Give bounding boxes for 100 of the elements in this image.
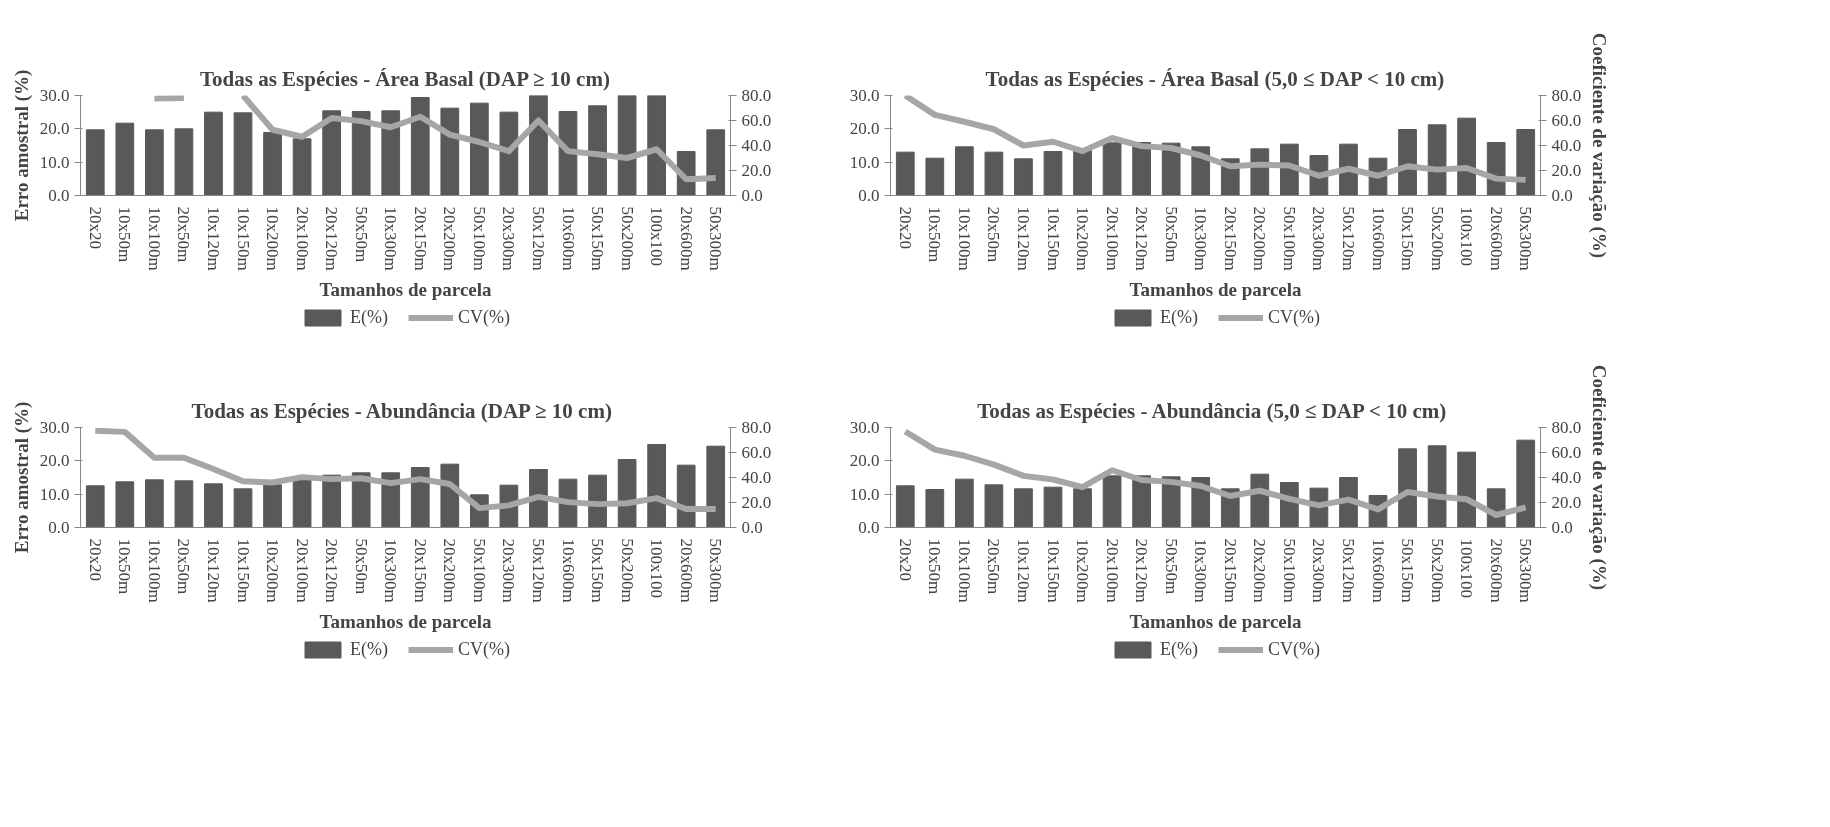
x-tick-label: 20x300m: [1309, 206, 1329, 271]
y-tick-label: 20.0: [849, 119, 880, 139]
x-tick-label: 20x200m: [1250, 206, 1270, 271]
legend-label: CV(%): [1267, 306, 1320, 328]
x-tick-label: 20x100m: [292, 538, 312, 603]
x-tick-label: 20x100m: [1102, 538, 1122, 603]
y-tick-label: 20.0: [849, 451, 880, 471]
x-tick-label: 50x150m: [1398, 206, 1418, 271]
x-tick-label: 20x120m: [322, 538, 342, 603]
y2-axis-title: Coeficiente de variação (%): [1588, 32, 1611, 259]
y-tick-label: 20.0: [39, 119, 70, 139]
y-tick-label: 10.0: [39, 484, 70, 504]
x-tick-label: 50x120m: [1338, 206, 1358, 271]
x-tick-label: 50x200m: [617, 206, 637, 271]
y2-axis-title: Coeficiente de variação (%): [1588, 364, 1611, 591]
y2-tick-label: 0.0: [1551, 186, 1573, 205]
chart-title: Todas as Espécies - Abundância (5,0 ≤ DAP < 10 cm): [977, 398, 1447, 423]
x-tick-label: 50x120m: [528, 206, 548, 271]
x-tick-label: 10x50m: [115, 538, 135, 595]
y2-tick-label: 60.0: [1551, 443, 1582, 462]
x-tick-label: 50x150m: [588, 206, 608, 271]
x-tick-label: 20x150m: [1220, 538, 1240, 603]
x-tick-label: 10x100m: [954, 538, 974, 603]
x-tick-label: 10x600m: [1368, 538, 1388, 603]
x-tick-label: 10x150m: [1043, 538, 1063, 603]
x-tick-label: 10x50m: [925, 206, 945, 263]
x-tick-label: 10x300m: [381, 538, 401, 603]
y2-tick-label: 40.0: [1551, 136, 1582, 155]
y2-tick-label: 20.0: [1551, 161, 1582, 180]
y-tick-label: 30.0: [849, 86, 880, 105]
x-tick-label: 20x20: [85, 538, 105, 581]
y2-tick-label: 80.0: [1551, 86, 1582, 105]
x-tick-label: 20x50m: [984, 206, 1004, 263]
legend-label: E(%): [1160, 638, 1198, 660]
y2-tick-label: 20.0: [1551, 493, 1582, 512]
x-tick-label: 10x100m: [144, 206, 164, 271]
y-axis-title: Erro amostral (%): [10, 69, 33, 222]
x-tick-label: 20x150m: [1220, 206, 1240, 271]
y2-tick-label: 40.0: [1551, 468, 1582, 487]
y2-tick-label: 80.0: [741, 418, 772, 437]
y2-tick-label: 20.0: [741, 493, 772, 512]
y2-tick-label: 80.0: [1551, 418, 1582, 437]
x-tick-label: 20x300m: [1309, 538, 1329, 603]
x-tick-label: 20x150m: [410, 538, 430, 603]
x-tick-label: 20x200m: [440, 538, 460, 603]
y2-tick-label: 0.0: [741, 518, 763, 537]
chart-title: Todas as Espécies - Área Basal (5,0 ≤ DAP < 10 cm): [985, 66, 1445, 91]
x-tick-label: 20x50m: [174, 538, 194, 595]
y-tick-label: 30.0: [39, 86, 70, 105]
x-tick-label: 50x100m: [469, 206, 489, 271]
x-tick-label: 20x120m: [1132, 538, 1152, 603]
x-tick-label: 20x600m: [676, 538, 696, 603]
y-tick-label: 0.0: [48, 186, 70, 205]
x-tick-label: 10x200m: [263, 206, 283, 271]
x-tick-label: 10x150m: [1043, 206, 1063, 271]
x-tick-label: 10x100m: [954, 206, 974, 271]
x-tick-label: 20x100m: [1102, 206, 1122, 271]
x-tick-label: 10x120m: [203, 206, 223, 271]
x-tick-label: 20x120m: [1132, 206, 1152, 271]
x-tick-label: 10x100m: [144, 538, 164, 603]
x-tick-label: 10x150m: [233, 206, 253, 271]
x-tick-label: 50x150m: [588, 538, 608, 603]
x-tick-label: 20x300m: [499, 206, 519, 271]
x-tick-label: 50x50m: [351, 206, 371, 263]
x-tick-label: 100x100: [647, 538, 667, 598]
x-axis-title: Tamanhos de parcela: [319, 278, 493, 300]
x-tick-label: 20x600m: [1486, 206, 1506, 271]
y-tick-label: 0.0: [858, 186, 880, 205]
x-tick-label: 50x120m: [528, 538, 548, 603]
y2-tick-label: 60.0: [1551, 111, 1582, 130]
x-tick-label: 20x120m: [322, 206, 342, 271]
x-tick-label: 50x300m: [706, 538, 726, 603]
x-tick-label: 20x20: [85, 206, 105, 249]
x-tick-label: 10x200m: [1073, 206, 1093, 271]
x-axis-title: Tamanhos de parcela: [319, 610, 493, 632]
x-tick-label: 50x300m: [706, 206, 726, 271]
y2-tick-label: 20.0: [741, 161, 772, 180]
y-tick-label: 30.0: [849, 418, 880, 437]
x-tick-label: 10x300m: [1191, 538, 1211, 603]
y2-tick-label: 40.0: [741, 468, 772, 487]
x-tick-label: 20x200m: [440, 206, 460, 271]
x-tick-label: 10x600m: [1368, 206, 1388, 271]
x-tick-label: 50x300m: [1516, 206, 1536, 271]
x-tick-label: 100x100: [1457, 538, 1477, 598]
x-tick-label: 20x200m: [1250, 538, 1270, 603]
x-axis-title: Tamanhos de parcela: [1129, 278, 1303, 300]
x-tick-label: 50x300m: [1516, 538, 1536, 603]
x-tick-label: 100x100: [1457, 206, 1477, 266]
x-tick-label: 20x50m: [174, 206, 194, 263]
x-tick-label: 10x300m: [381, 206, 401, 271]
y2-tick-label: 60.0: [741, 111, 772, 130]
legend-label: CV(%): [457, 638, 510, 660]
y2-tick-label: 0.0: [1551, 518, 1573, 537]
x-tick-label: 50x100m: [469, 538, 489, 603]
y-tick-label: 10.0: [849, 484, 880, 504]
y-tick-label: 0.0: [858, 518, 880, 537]
legend-label: E(%): [1160, 306, 1198, 328]
x-tick-label: 20x150m: [410, 206, 430, 271]
x-tick-label: 20x100m: [292, 206, 312, 271]
y2-tick-label: 80.0: [741, 86, 772, 105]
